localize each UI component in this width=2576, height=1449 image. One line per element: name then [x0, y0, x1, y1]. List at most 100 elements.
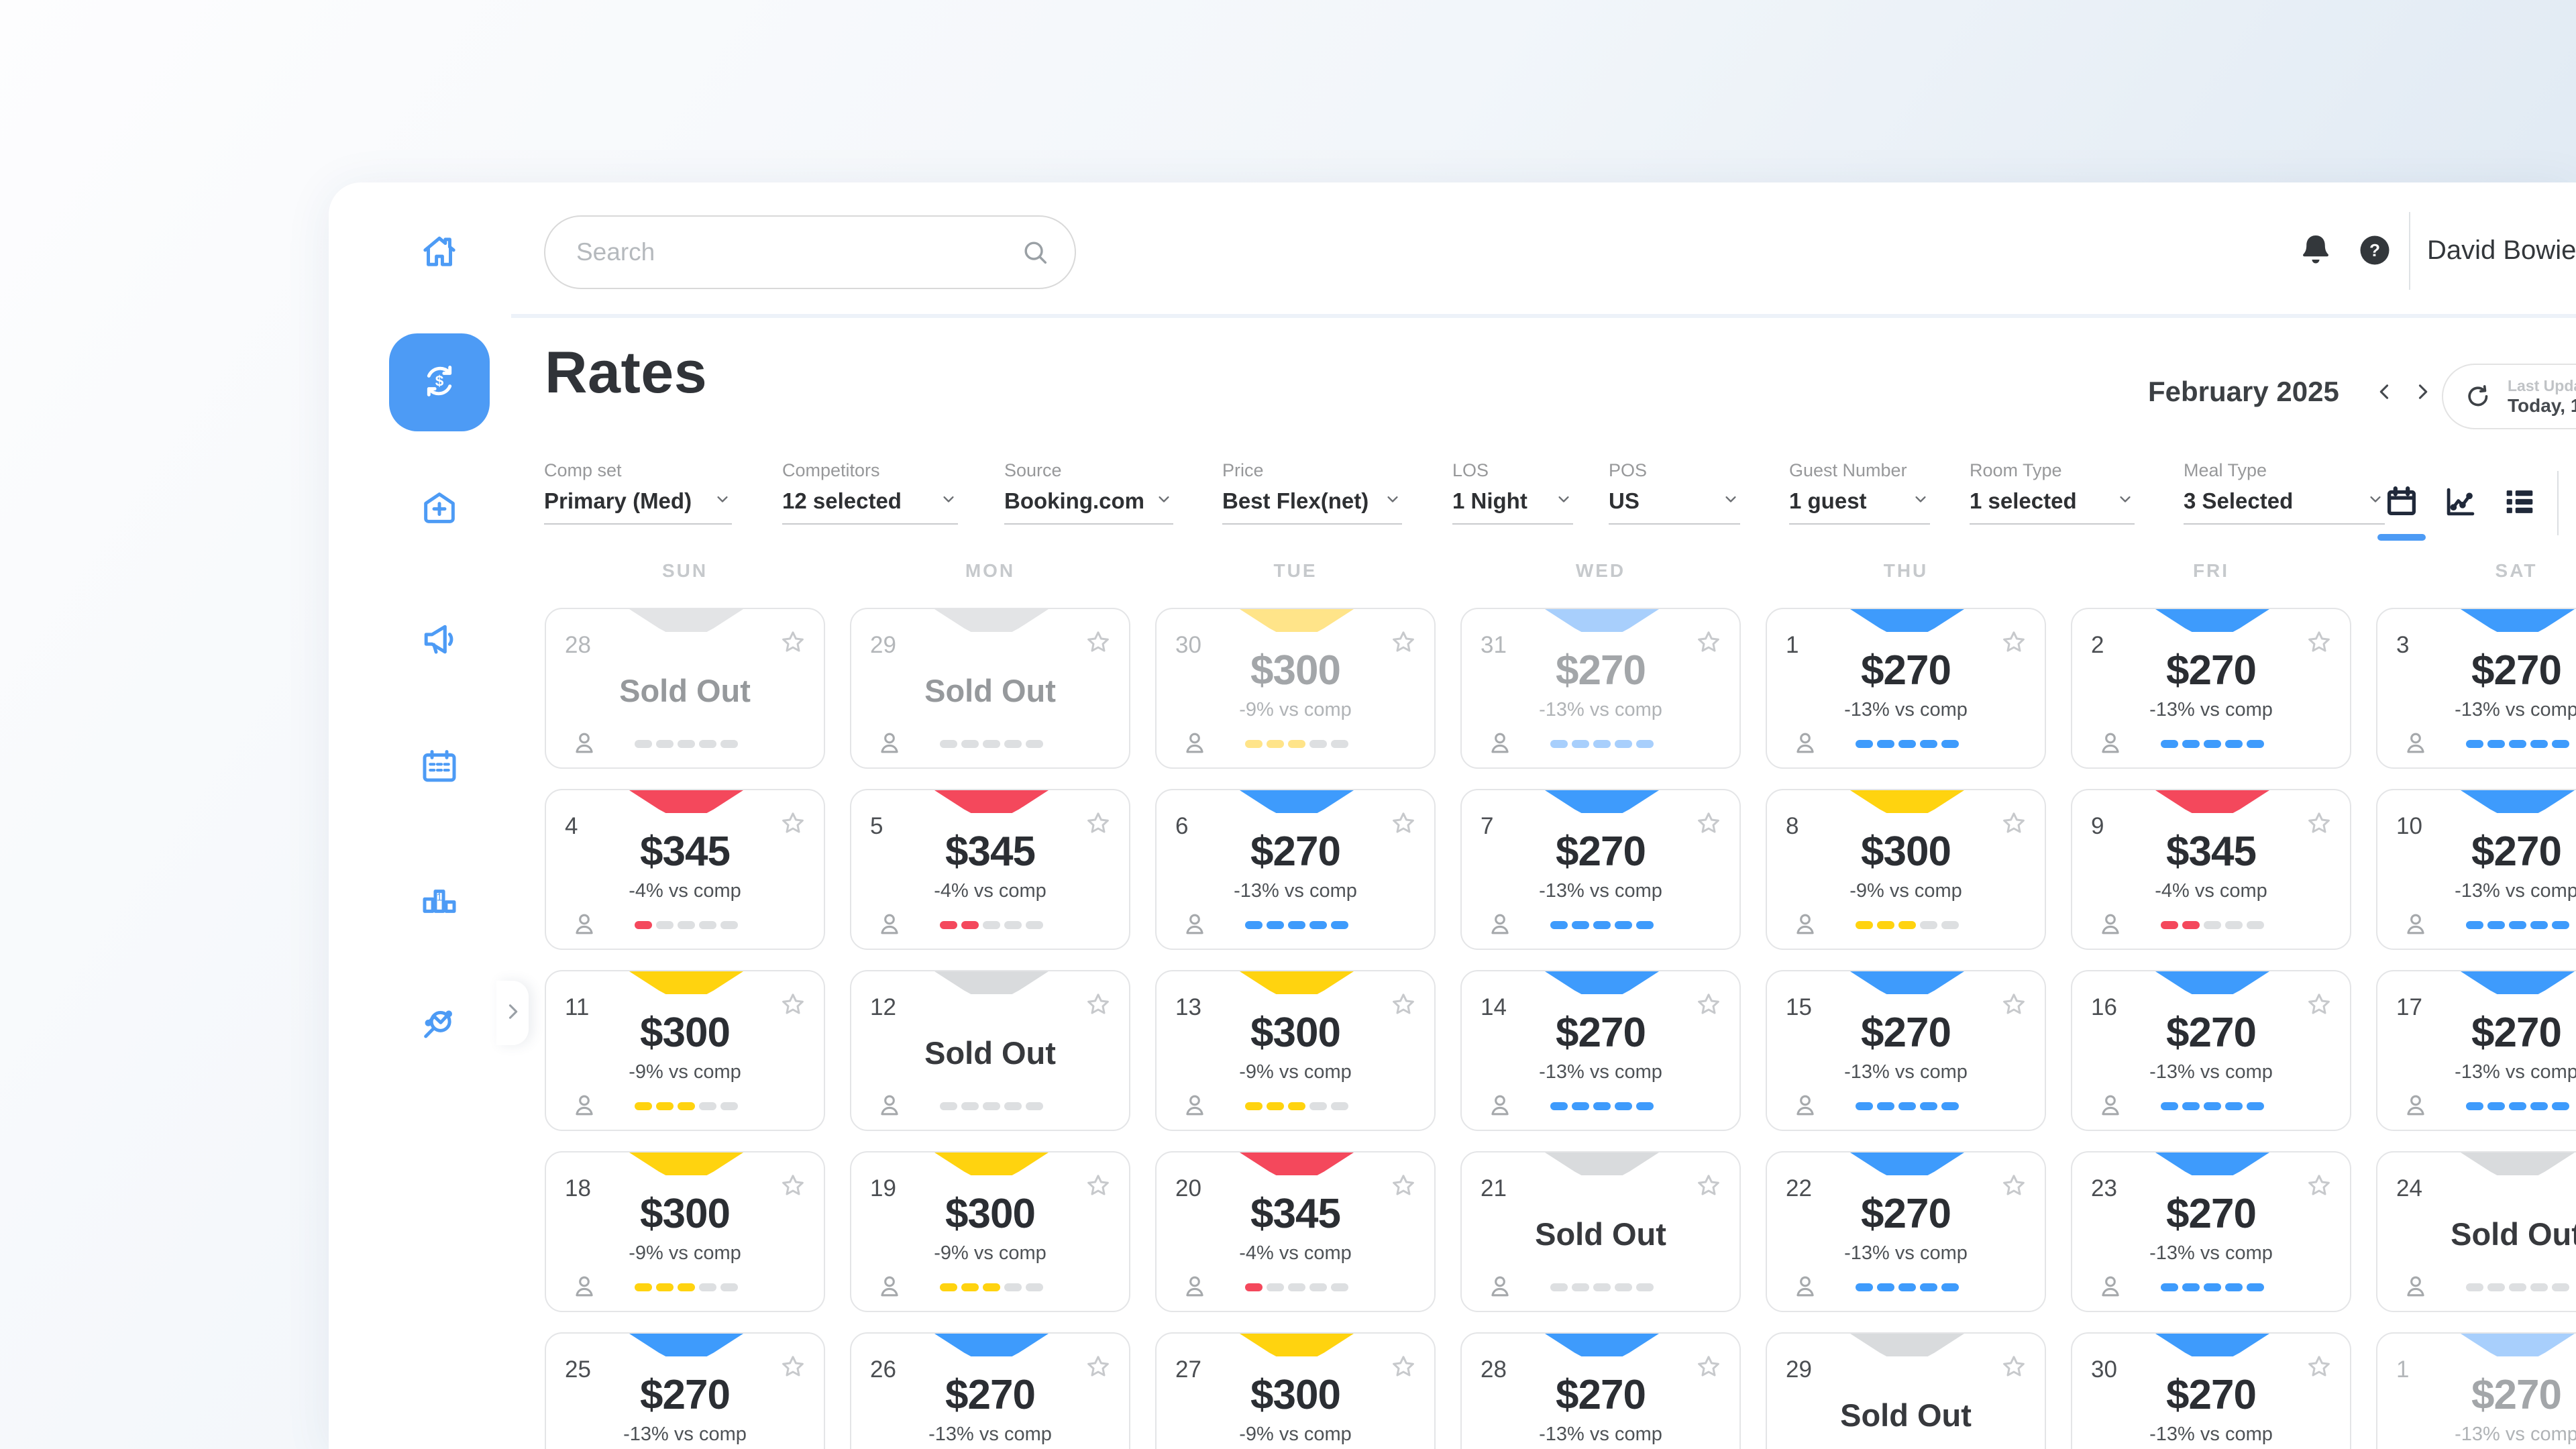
- next-month-button[interactable]: [2404, 373, 2441, 411]
- rate-vs-comp: -13% vs comp: [2455, 1424, 2576, 1445]
- star-icon[interactable]: [777, 1170, 809, 1202]
- rate-cell-day-17[interactable]: 17 $270 -13% vs comp: [2376, 970, 2576, 1131]
- rate-cell-day-24[interactable]: 24 Sold Out: [2376, 1151, 2576, 1312]
- star-icon[interactable]: [1387, 808, 1419, 840]
- filter-price[interactable]: Price Best Flex(net): [1222, 460, 1402, 525]
- rate-cell-day-3[interactable]: 3 $270 -13% vs comp: [2376, 608, 2576, 769]
- rate-cell-day-31[interactable]: 31 $270 -13% vs comp: [1460, 608, 1741, 769]
- star-icon[interactable]: [1082, 1351, 1114, 1383]
- sidebar-item-calendar[interactable]: [389, 718, 490, 816]
- star-icon[interactable]: [2303, 627, 2335, 659]
- star-icon[interactable]: [1693, 1351, 1725, 1383]
- rate-cell-day-25[interactable]: 25 $270 -13% vs comp: [545, 1332, 825, 1449]
- star-icon[interactable]: [1998, 989, 2030, 1021]
- rate-cell-day-8[interactable]: 8 $300 -9% vs comp: [1766, 789, 2046, 950]
- sidebar-expand-handle[interactable]: [496, 981, 529, 1045]
- rate-cell-day-2[interactable]: 2 $270 -13% vs comp: [2071, 608, 2351, 769]
- rate-cell-day-14[interactable]: 14 $270 -13% vs comp: [1460, 970, 1741, 1131]
- rate-cell-day-29[interactable]: 29 Sold Out: [850, 608, 1130, 769]
- star-icon[interactable]: [2303, 989, 2335, 1021]
- rate-cell-day-26[interactable]: 26 $270 -13% vs comp: [850, 1332, 1130, 1449]
- star-icon[interactable]: [2303, 808, 2335, 840]
- chevron-down-icon: [2108, 489, 2135, 513]
- star-icon[interactable]: [2303, 1170, 2335, 1202]
- rate-cell-day-5[interactable]: 5 $345 -4% vs comp: [850, 789, 1130, 950]
- search-input[interactable]: [575, 237, 1020, 267]
- filter-pos[interactable]: POS US: [1609, 460, 1740, 525]
- star-icon[interactable]: [1387, 1170, 1419, 1202]
- rate-cell-day-30[interactable]: 30 $270 -13% vs comp: [2071, 1332, 2351, 1449]
- star-icon[interactable]: [1998, 1351, 2030, 1383]
- star-icon[interactable]: [777, 989, 809, 1021]
- rate-cell-day-11[interactable]: 11 $300 -9% vs comp: [545, 970, 825, 1131]
- rate-cell-day-12[interactable]: 12 Sold Out: [850, 970, 1130, 1131]
- view-toggle-calendar[interactable]: [2379, 480, 2424, 526]
- filter-source[interactable]: Source Booking.com: [1004, 460, 1173, 525]
- rate-cell-day-15[interactable]: 15 $270 -13% vs comp: [1766, 970, 2046, 1131]
- filter-guest-number[interactable]: Guest Number 1 guest: [1789, 460, 1930, 525]
- rate-cell-day-6[interactable]: 6 $270 -13% vs comp: [1155, 789, 1436, 950]
- star-icon[interactable]: [1693, 1170, 1725, 1202]
- sidebar-item-insights[interactable]: [389, 975, 490, 1073]
- filter-los[interactable]: LOS 1 Night: [1452, 460, 1573, 525]
- rate-cell-day-7[interactable]: 7 $270 -13% vs comp: [1460, 789, 1741, 950]
- filter-meal-type[interactable]: Meal Type 3 Selected: [2184, 460, 2385, 525]
- star-icon[interactable]: [1082, 627, 1114, 659]
- previous-month-button[interactable]: [2366, 373, 2404, 411]
- rate-cell-day-16[interactable]: 16 $270 -13% vs comp: [2071, 970, 2351, 1131]
- rate-cell-day-1[interactable]: 1 $270 -13% vs comp: [2376, 1332, 2576, 1449]
- rate-cell-day-20[interactable]: 20 $345 -4% vs comp: [1155, 1151, 1436, 1312]
- search-bar[interactable]: [544, 215, 1076, 289]
- star-icon[interactable]: [1082, 989, 1114, 1021]
- star-icon[interactable]: [1387, 627, 1419, 659]
- star-icon[interactable]: [1082, 808, 1114, 840]
- notifications-bell-icon[interactable]: [2296, 230, 2336, 270]
- rate-cell-day-29[interactable]: 29 Sold Out: [1766, 1332, 2046, 1449]
- rate-status-tab: [1240, 609, 1354, 632]
- filter-underline: [1970, 523, 2135, 525]
- star-icon[interactable]: [777, 1351, 809, 1383]
- star-icon[interactable]: [1693, 627, 1725, 659]
- view-toggle-chart[interactable]: [2438, 480, 2483, 526]
- rate-cell-day-27[interactable]: 27 $300 -9% vs comp: [1155, 1332, 1436, 1449]
- rate-cell-day-18[interactable]: 18 $300 -9% vs comp: [545, 1151, 825, 1312]
- rate-cell-day-10[interactable]: 10 $270 -13% vs comp: [2376, 789, 2576, 950]
- rate-cell-day-19[interactable]: 19 $300 -9% vs comp: [850, 1151, 1130, 1312]
- star-icon[interactable]: [1387, 989, 1419, 1021]
- rate-cell-day-28[interactable]: 28 $270 -13% vs comp: [1460, 1332, 1741, 1449]
- star-icon[interactable]: [1998, 808, 2030, 840]
- sidebar-item-home[interactable]: [389, 204, 490, 302]
- filter-label: Source: [1004, 460, 1062, 480]
- star-icon[interactable]: [1998, 1170, 2030, 1202]
- rate-cell-day-1[interactable]: 1 $270 -13% vs comp: [1766, 608, 2046, 769]
- rate-cell-day-30[interactable]: 30 $300 -9% vs comp: [1155, 608, 1436, 769]
- rate-cell-day-4[interactable]: 4 $345 -4% vs comp: [545, 789, 825, 950]
- star-icon[interactable]: [777, 627, 809, 659]
- rate-cell-day-21[interactable]: 21 Sold Out: [1460, 1151, 1741, 1312]
- star-icon[interactable]: [1998, 627, 2030, 659]
- rate-cell-day-28[interactable]: 28 Sold Out: [545, 608, 825, 769]
- sidebar-item-campaigns[interactable]: [389, 592, 490, 690]
- star-icon[interactable]: [1693, 989, 1725, 1021]
- user-name[interactable]: David Bowie: [2427, 235, 2576, 265]
- last-update-button[interactable]: Last Updat Today, 10:: [2442, 364, 2576, 429]
- sidebar-item-add-property[interactable]: [389, 460, 490, 558]
- filter-room-type[interactable]: Room Type 1 selected: [1970, 460, 2135, 525]
- view-toggle-list[interactable]: [2497, 480, 2542, 526]
- star-icon[interactable]: [1082, 1170, 1114, 1202]
- star-icon[interactable]: [1387, 1351, 1419, 1383]
- help-icon[interactable]: ?: [2355, 230, 2395, 270]
- star-icon[interactable]: [2303, 1351, 2335, 1383]
- sidebar-item-rates[interactable]: $: [389, 333, 490, 431]
- sidebar-item-ranking[interactable]: 1: [389, 850, 490, 948]
- chevron-down-icon: [1375, 489, 1402, 513]
- rate-cell-day-22[interactable]: 22 $270 -13% vs comp: [1766, 1151, 2046, 1312]
- rate-cell-day-9[interactable]: 9 $345 -4% vs comp: [2071, 789, 2351, 950]
- rate-cell-day-13[interactable]: 13 $300 -9% vs comp: [1155, 970, 1436, 1131]
- star-icon[interactable]: [1693, 808, 1725, 840]
- rate-cell-day-23[interactable]: 23 $270 -13% vs comp: [2071, 1151, 2351, 1312]
- filter-competitors[interactable]: Competitors 12 selected: [782, 460, 958, 525]
- star-icon[interactable]: [777, 808, 809, 840]
- filter-comp-set[interactable]: Comp set Primary (Med): [544, 460, 732, 525]
- rate-status-tab: [629, 609, 743, 632]
